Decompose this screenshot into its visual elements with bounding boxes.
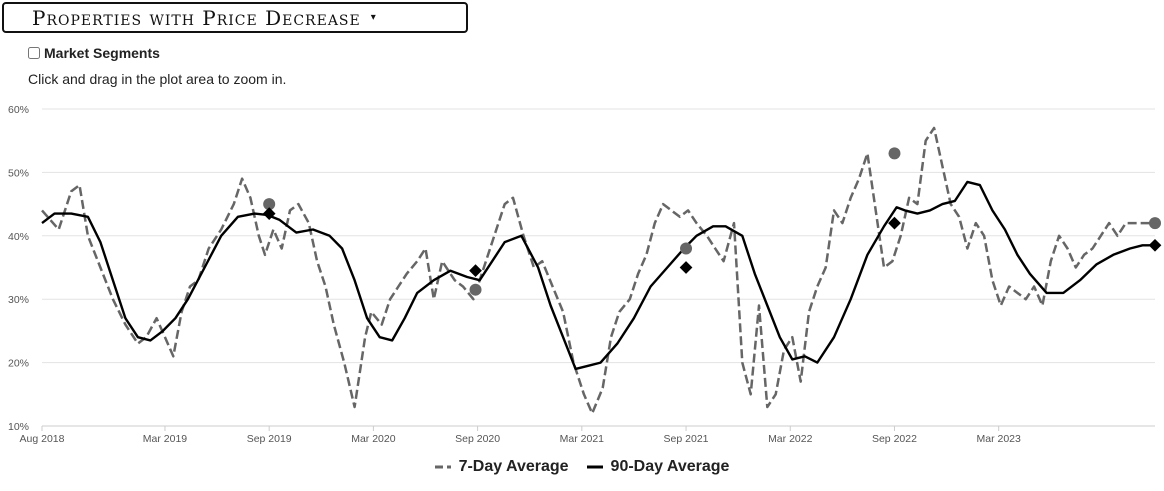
series-line-90-day — [41, 180, 1155, 371]
x-tick-label: Mar 2021 — [560, 433, 605, 445]
y-tick-label: 20% — [8, 358, 29, 370]
series-end-marker-90-day — [1148, 238, 1162, 252]
point-marker-90-day — [469, 264, 482, 278]
chart-legend: 7-Day Average 90-Day Average — [0, 458, 1164, 476]
legend-label-7-day: 7-Day Average — [458, 458, 569, 475]
chart-plot-area[interactable]: 10% 20% 30% 40% 50% 60% Aug 2018 Mar 2019 Sep 20… — [0, 95, 1164, 450]
x-tick-label: Sep 2019 — [247, 433, 292, 445]
y-tick-label: 60% — [8, 104, 29, 116]
y-tick-label: 30% — [8, 294, 29, 306]
y-tick-label: 40% — [8, 231, 29, 243]
point-marker-7-day — [888, 147, 901, 160]
chevron-down-icon: ▾ — [370, 12, 377, 23]
point-marker-7-day — [469, 283, 482, 296]
x-tick-label: Sep 2021 — [664, 433, 709, 445]
zoom-hint: Click and drag in the plot area to zoom … — [28, 71, 287, 87]
legend-label-90-day: 90-Day Average — [610, 458, 730, 475]
point-marker-7-day — [263, 198, 276, 211]
x-tick-label: Sep 2020 — [455, 433, 500, 445]
market-segments-label: Market Segments — [44, 45, 160, 61]
x-tick-label: Aug 2018 — [20, 433, 65, 445]
metric-dropdown[interactable]: Properties with Price Decrease ▾ — [2, 2, 468, 33]
legend-item-7-day[interactable]: 7-Day Average — [434, 458, 569, 476]
solid-line-icon — [586, 465, 603, 469]
point-marker-90-day — [262, 207, 276, 220]
point-marker-90-day — [679, 261, 693, 274]
y-tick-label: 10% — [8, 421, 29, 433]
x-tick-label: Mar 2020 — [351, 433, 396, 445]
series-end-marker-7-day — [1149, 217, 1161, 230]
market-segments-toggle[interactable]: Market Segments — [28, 45, 160, 61]
dashed-line-icon — [434, 465, 451, 469]
x-tick-label: Mar 2019 — [143, 433, 188, 445]
x-tick-label: Sep 2022 — [872, 433, 917, 445]
y-tick-label: 50% — [8, 167, 29, 179]
metric-dropdown-label: Properties with Price Decrease — [32, 5, 361, 30]
point-marker-7-day — [680, 242, 693, 255]
market-segments-checkbox[interactable] — [28, 47, 40, 59]
legend-item-90-day[interactable]: 90-Day Average — [586, 458, 730, 476]
series-line-7-day — [41, 126, 1155, 415]
x-tick-label: Mar 2022 — [768, 433, 813, 445]
x-tick-label: Mar 2023 — [977, 433, 1022, 445]
